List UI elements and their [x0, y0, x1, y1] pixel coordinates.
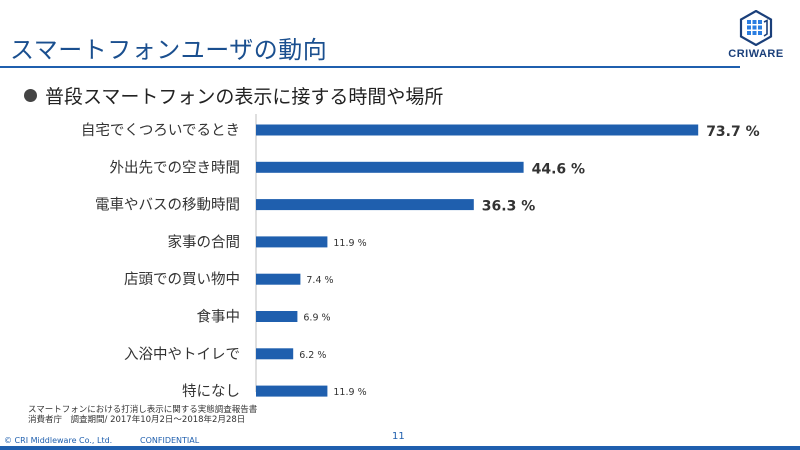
slide-title: スマートフォンユーザの動向	[10, 36, 328, 64]
data-label: 11.9 %	[333, 387, 366, 398]
page-number: 11	[392, 431, 405, 442]
data-label: 11.9 %	[333, 238, 366, 249]
criware-logo: CRIWARE	[724, 10, 788, 66]
category-label: 特になし	[182, 383, 240, 398]
bar	[256, 348, 294, 360]
category-label: 食事中	[197, 309, 241, 326]
copyright-text: © CRI Middleware Co., Ltd.	[4, 436, 113, 445]
category-label: 外出先での空き時間	[110, 159, 241, 176]
bar-chart: 自宅でくつろいでるとき 73.7 % 外出先での空き時間 44.6 % 電車やバスの移動…	[81, 114, 760, 398]
data-label: 7.4 %	[306, 275, 333, 286]
bar	[256, 273, 301, 285]
category-label: 自宅でくつろいでるとき	[81, 122, 240, 139]
bullet-heading: 普段スマートフォンの表示に接する時間や場所	[24, 82, 443, 109]
cube-logo-icon	[739, 10, 773, 46]
bar	[256, 311, 298, 322]
source-line-2: 消費者庁 調査期間/ 2017年10月2日〜2018年2月28日	[28, 415, 246, 425]
data-label: 6.2 %	[299, 350, 326, 361]
bar	[256, 199, 474, 211]
data-label: 6.9 %	[303, 313, 330, 324]
category-label: 家事の合間	[168, 234, 241, 251]
confidential-label: CONFIDENTIAL	[140, 436, 200, 445]
bullet-text: 普段スマートフォンの表示に接する時間や場所	[45, 86, 444, 108]
footer-bar	[0, 446, 800, 450]
source-line-1: スマートフォンにおける打消し表示に関する実態調査報告書	[28, 405, 258, 415]
category-label: 店頭での買い物中	[124, 271, 240, 288]
data-label: 36.3 %	[482, 199, 535, 215]
logo-text: CRIWARE	[728, 48, 784, 60]
bullet-dot-icon	[24, 89, 37, 102]
title-divider	[0, 66, 740, 68]
category-label: 入浴中やトイレで	[124, 346, 240, 363]
source-note: スマートフォンにおける打消し表示に関する実態調査報告書 消費者庁 調査期間/ 2…	[28, 405, 257, 425]
data-label: 44.6 %	[532, 161, 585, 177]
bar	[256, 124, 699, 136]
bar	[256, 161, 524, 173]
bar	[256, 236, 328, 248]
bar	[256, 385, 328, 397]
category-label: 電車やバスの移動時間	[95, 197, 240, 214]
data-label: 73.7 %	[706, 124, 759, 140]
